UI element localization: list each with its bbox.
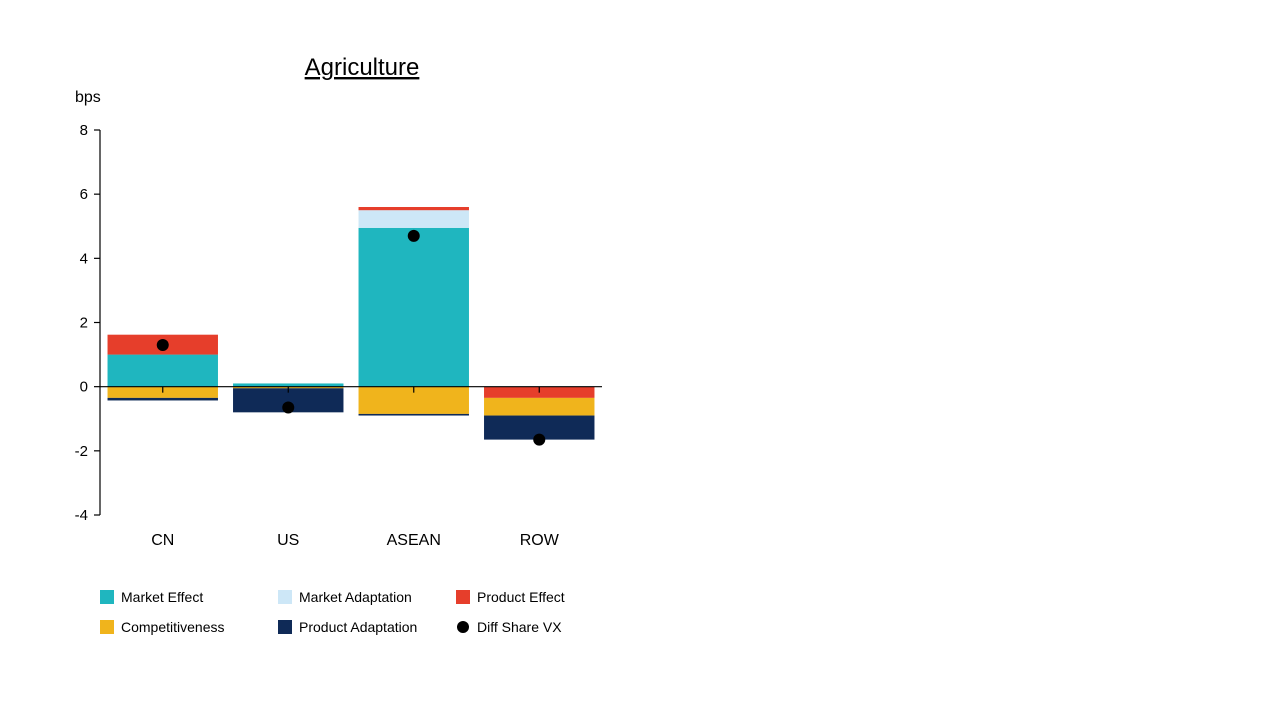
marker-cn [157, 339, 169, 351]
bar-segment-asean-product-effect [359, 207, 469, 210]
y-tick-label: 0 [80, 379, 88, 396]
y-tick-label: 6 [80, 186, 88, 203]
y-tick-label: 8 [80, 122, 88, 139]
legend-label: Competitiveness [121, 619, 225, 635]
category-label-us: US [277, 532, 299, 549]
marker-row [533, 434, 545, 446]
marker-asean [408, 230, 420, 242]
legend: Market Effect Market Adaptation Product Ef… [100, 589, 565, 635]
legend-label: Market Effect [121, 589, 203, 605]
legend-label: Market Adaptation [299, 589, 412, 605]
y-tick-label: 4 [80, 250, 88, 267]
category-label-asean: ASEAN [387, 532, 441, 549]
legend-label: Product Adaptation [299, 619, 417, 635]
bar-segment-cn-product-adaptation [108, 398, 218, 401]
bar-segment-asean-market-adaptation [359, 210, 469, 228]
agriculture-chart: Agriculture bps -4 -2 0 2 4 6 8 CN US ASEAN ROW Marke… [0, 0, 1280, 720]
bar-segment-asean-product-adaptation [359, 414, 469, 416]
legend-marker-icon [457, 621, 469, 633]
legend-label: Diff Share VX [477, 619, 562, 635]
y-axis-label: bps [75, 89, 101, 106]
bars-group [108, 207, 595, 440]
bar-segment-cn-market-effect [108, 355, 218, 387]
legend-swatch [278, 590, 292, 604]
chart-title: Agriculture [305, 54, 420, 81]
marker-us [282, 402, 294, 414]
legend-swatch [100, 620, 114, 634]
y-tick-label: -4 [75, 507, 88, 524]
y-tick-label: -2 [75, 443, 88, 460]
category-label-row: ROW [520, 532, 560, 549]
legend-swatch [278, 620, 292, 634]
legend-swatch [100, 590, 114, 604]
category-label-cn: CN [151, 532, 174, 549]
bar-segment-row-competitiveness [484, 398, 594, 416]
bar-segment-asean-market-effect [359, 228, 469, 387]
y-tick-label: 2 [80, 315, 88, 332]
legend-swatch [456, 590, 470, 604]
legend-label: Product Effect [477, 589, 565, 605]
